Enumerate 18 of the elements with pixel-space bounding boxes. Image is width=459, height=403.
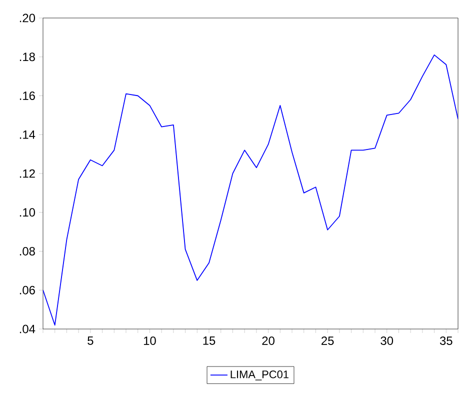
line-series — [43, 54, 458, 326]
y-tick-label: .20 — [20, 14, 36, 22]
y-tick-label: .08 — [20, 247, 35, 256]
y-tick-label: .10 — [20, 208, 36, 217]
y-tick-label: .04 — [20, 324, 36, 334]
y-tick-label: .16 — [20, 92, 35, 100]
x-tick-label: 30 — [380, 336, 394, 345]
y-tick-label: .14 — [20, 130, 36, 139]
legend-label: LIMA_PC01 — [230, 370, 288, 380]
y-tick-label: .12 — [20, 169, 35, 178]
y-tick-label: .06 — [20, 286, 35, 294]
x-tick-label: 35 — [440, 336, 452, 345]
x-tick-label: 25 — [322, 336, 334, 345]
x-tick-label: 5 — [88, 336, 94, 345]
x-tick-label: 10 — [144, 336, 156, 345]
x-tick-label: 15 — [203, 336, 216, 345]
x-tick-label: 20 — [262, 336, 274, 345]
y-tick-label: .18 — [20, 52, 35, 62]
